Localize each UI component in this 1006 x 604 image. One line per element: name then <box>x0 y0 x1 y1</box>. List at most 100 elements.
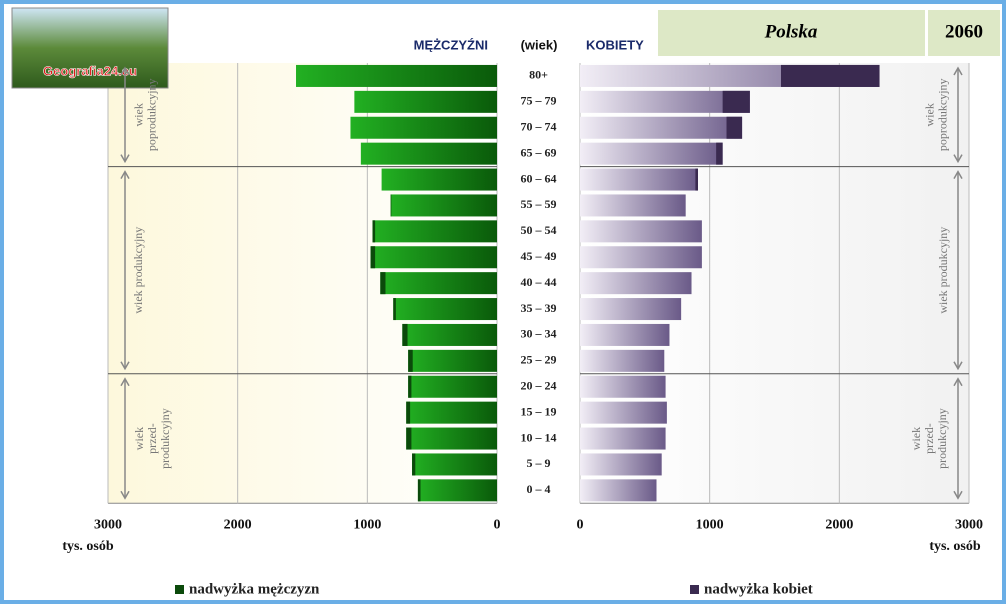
age-label: 5 – 9 <box>527 456 551 470</box>
male-surplus <box>417 479 421 502</box>
right-label: KOBIETY <box>586 37 644 52</box>
age-label: 55 – 59 <box>521 197 557 211</box>
legend-swatch <box>175 585 184 594</box>
female-bar <box>580 479 657 502</box>
age-label: 75 – 79 <box>521 94 557 108</box>
age-label: 70 – 74 <box>521 120 557 134</box>
male-bar <box>406 427 497 450</box>
age-label: 25 – 29 <box>521 353 557 367</box>
band-label: przed- <box>145 423 159 454</box>
band-label: produkcyjny <box>935 408 949 469</box>
male-surplus <box>408 349 413 372</box>
female-bar <box>580 194 686 217</box>
female-bar <box>580 142 723 165</box>
band-label: produkcyjny <box>158 408 172 469</box>
male-bar <box>412 453 497 476</box>
male-bar <box>380 272 497 295</box>
center-label: (wiek) <box>521 37 558 52</box>
band-arrow-head <box>120 170 130 371</box>
band-label: wiek produkcyjny <box>936 227 950 314</box>
band-label: wiek <box>132 427 146 450</box>
age-label: 35 – 39 <box>521 301 557 315</box>
female-bar <box>580 90 750 113</box>
x-tick-label: 0 <box>494 518 501 533</box>
female-surplus <box>695 168 698 191</box>
male-bar <box>393 298 497 321</box>
band-label: wiek <box>922 103 936 126</box>
legend-swatch <box>690 585 699 594</box>
age-label: 10 – 14 <box>521 430 557 444</box>
male-bar <box>408 349 497 372</box>
age-label: 80+ <box>529 68 548 82</box>
title-box <box>658 10 925 56</box>
x-tick-label: 2000 <box>825 518 853 533</box>
x-tick-label: 2000 <box>224 518 252 533</box>
age-label: 30 – 34 <box>521 327 557 341</box>
x-unit: tys. osób <box>62 539 114 554</box>
male-surplus <box>408 375 412 398</box>
female-bar <box>580 220 702 243</box>
age-label: 40 – 44 <box>521 275 557 289</box>
female-bar <box>580 427 666 450</box>
band-arrow-head <box>953 66 963 164</box>
age-label: 50 – 54 <box>521 223 557 237</box>
age-label: 0 – 4 <box>527 482 551 496</box>
x-tick-label: 1000 <box>353 518 381 533</box>
left-label: MĘŻCZYŹNI <box>414 37 488 52</box>
x-unit: tys. osób <box>929 539 981 554</box>
chart-title: Polska <box>764 21 818 42</box>
male-bar <box>406 401 497 424</box>
male-bar <box>350 116 497 139</box>
male-surplus <box>380 272 386 295</box>
age-label: 65 – 69 <box>521 145 557 159</box>
male-bar <box>402 323 497 346</box>
age-label: 20 – 24 <box>521 379 557 393</box>
female-bar <box>580 453 662 476</box>
age-label: 15 – 19 <box>521 404 557 418</box>
male-surplus <box>412 453 416 476</box>
male-bar <box>296 64 497 87</box>
female-bar <box>580 375 666 398</box>
band-arrow-head <box>120 377 130 500</box>
male-surplus <box>406 401 411 424</box>
logo <box>11 7 169 89</box>
male-bar <box>417 479 497 502</box>
band-arrow-head <box>953 170 963 371</box>
band-label: poprodukcyjny <box>144 78 158 151</box>
female-bar <box>580 349 665 372</box>
band-label: przed- <box>922 423 936 454</box>
legend-label: nadwyżka mężczyzn <box>189 581 320 597</box>
female-bar <box>580 116 743 139</box>
male-surplus <box>372 220 376 243</box>
x-tick-label: 1000 <box>696 518 724 533</box>
female-surplus <box>716 142 723 165</box>
x-tick-label: 3000 <box>94 518 122 533</box>
male-surplus <box>402 323 408 346</box>
male-bar <box>354 90 497 113</box>
male-surplus <box>390 194 392 217</box>
logo-text: Geografia24.eu <box>43 63 137 78</box>
band-label: wiek produkcyjny <box>131 227 145 314</box>
female-bar <box>580 298 682 321</box>
female-bar <box>580 246 702 269</box>
male-bar <box>360 142 497 165</box>
band-arrow-head <box>953 377 963 500</box>
age-label: 60 – 64 <box>521 171 557 185</box>
female-bar <box>580 401 667 424</box>
female-bar <box>580 272 692 295</box>
legend-label: nadwyżka kobiet <box>704 581 813 597</box>
male-bar <box>408 375 497 398</box>
female-bar <box>580 168 698 191</box>
male-bar <box>370 246 497 269</box>
female-surplus <box>726 116 743 139</box>
year-box <box>928 10 1000 56</box>
male-surplus <box>406 427 412 450</box>
female-surplus <box>722 90 750 113</box>
male-surplus <box>370 246 376 269</box>
band-label: wiek <box>909 427 923 450</box>
year: 2060 <box>945 21 983 42</box>
female-surplus <box>780 64 880 87</box>
x-tick-label: 3000 <box>955 518 983 533</box>
male-surplus <box>393 298 396 321</box>
band-label: poprodukcyjny <box>935 78 949 151</box>
